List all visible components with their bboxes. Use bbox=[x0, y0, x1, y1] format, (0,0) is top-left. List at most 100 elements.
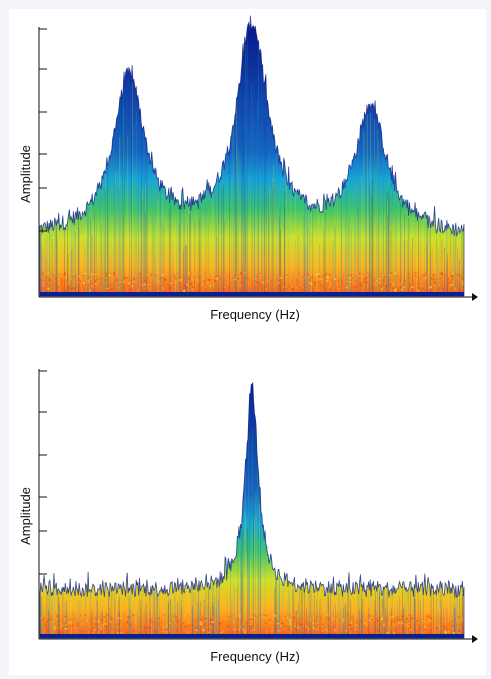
chart-1-noise-speck bbox=[278, 282, 281, 284]
chart-1-noise-speck bbox=[104, 274, 108, 277]
chart-1-noise-speck bbox=[445, 277, 447, 279]
chart-2-noise-speck bbox=[92, 624, 94, 627]
chart-2-noise-speck bbox=[342, 618, 344, 621]
chart-1-noise-speck bbox=[407, 273, 409, 275]
chart-2-noise-speck bbox=[43, 620, 46, 624]
chart-2-noise-speck bbox=[76, 623, 79, 627]
chart-1-noise-speck bbox=[201, 283, 204, 285]
chart-1-noise-speck bbox=[306, 272, 309, 275]
chart-2-noise-speck bbox=[220, 631, 222, 634]
chart-2-noise-speck bbox=[425, 620, 428, 622]
chart-1-noise-speck bbox=[451, 272, 454, 275]
chart-1-noise-speck bbox=[225, 273, 227, 275]
chart-1-noise-speck bbox=[128, 282, 130, 285]
chart-1-noise-speck bbox=[286, 274, 288, 276]
chart-2-noise-speck bbox=[70, 618, 73, 620]
chart-1-noise-speck bbox=[126, 280, 128, 282]
chart-2-noise-speck bbox=[457, 628, 459, 630]
chart-1-noise-speck bbox=[431, 272, 434, 275]
chart-2-noise-speck bbox=[71, 624, 74, 627]
chart-1-noise-speck bbox=[203, 285, 206, 286]
chart-1-noise-speck bbox=[156, 287, 159, 290]
chart-2-noise-speck bbox=[265, 631, 267, 633]
chart-1-noise-speck bbox=[392, 285, 395, 287]
chart-2-noise-speck bbox=[239, 628, 241, 631]
chart-1-noise-speck bbox=[100, 276, 103, 279]
chart-1-noise-speck bbox=[393, 282, 394, 284]
chart-2-noise-speck bbox=[275, 627, 277, 630]
chart-1-noise-speck bbox=[191, 279, 193, 281]
chart-1-noise-speck bbox=[382, 288, 385, 290]
chart-1-noise-speck bbox=[448, 280, 451, 283]
chart-2-noise-speck bbox=[336, 614, 338, 616]
chart-2-noise-speck bbox=[456, 624, 459, 626]
chart-1-noise-speck bbox=[255, 281, 258, 283]
chart-1-noise-speck bbox=[146, 277, 148, 279]
chart-2-noise-speck bbox=[256, 623, 258, 626]
chart-2-noise-speck bbox=[289, 620, 291, 623]
chart-1-noise-speck bbox=[259, 272, 261, 275]
chart-2-noise-speck bbox=[448, 630, 450, 633]
chart-2-noise-speck bbox=[318, 627, 321, 630]
chart-2-noise-speck bbox=[289, 623, 292, 625]
chart-1-noise-speck bbox=[162, 273, 164, 276]
chart-1-noise-speck bbox=[94, 272, 97, 275]
chart-1-noise-speck bbox=[449, 284, 452, 287]
chart-2-noise-speck bbox=[445, 621, 448, 623]
chart-2-noise-speck bbox=[393, 631, 395, 634]
chart-2-noise-speck bbox=[156, 626, 158, 628]
chart-1-noise-speck bbox=[460, 276, 462, 278]
chart-1-noise-speck bbox=[383, 276, 385, 278]
chart-1-noise-speck bbox=[183, 285, 186, 288]
chart-2-noise-speck bbox=[405, 617, 409, 620]
chart-2-noise-speck bbox=[370, 626, 373, 629]
chart-1-noise-speck bbox=[46, 282, 48, 284]
chart-2-noise-speck bbox=[212, 626, 214, 630]
chart-1-noise-speck bbox=[366, 272, 369, 274]
chart-2-noise-speck bbox=[299, 623, 302, 626]
chart-2-noise-speck bbox=[205, 628, 207, 631]
chart-2-noise-speck bbox=[461, 618, 463, 621]
chart-1-noise-speck bbox=[212, 287, 215, 290]
chart-2-noise-speck bbox=[180, 619, 181, 621]
chart-1-noise-speck bbox=[332, 278, 335, 280]
chart-1-noise-speck bbox=[117, 276, 120, 279]
chart-1-noise-speck bbox=[315, 289, 318, 292]
chart-2-noise-speck bbox=[270, 625, 272, 628]
chart-1-noise-speck bbox=[262, 288, 265, 290]
chart-2-noise-speck bbox=[357, 623, 359, 625]
chart-1-noise-speck bbox=[146, 287, 149, 289]
chart-1-noise-speck bbox=[179, 276, 181, 279]
chart-1-noise-speck bbox=[276, 277, 278, 279]
chart-1-noise-speck bbox=[164, 287, 168, 289]
chart-2-noise-speck bbox=[233, 628, 236, 631]
chart-1-noise-speck bbox=[334, 277, 336, 281]
chart-2-noise-speck bbox=[300, 616, 303, 619]
chart-2-noise-speck bbox=[129, 625, 132, 626]
chart-2-noise-speck bbox=[115, 614, 117, 617]
chart-2-noise-speck bbox=[444, 627, 446, 630]
chart-2-noise-speck bbox=[314, 618, 316, 621]
chart-1-noise-speck bbox=[361, 286, 363, 289]
chart-2-noise-speck bbox=[61, 624, 63, 627]
chart-2-noise-speck bbox=[228, 627, 230, 629]
chart-2-noise-speck bbox=[218, 625, 221, 627]
chart-1-noise-speck bbox=[255, 275, 258, 278]
chart-2-noise-speck bbox=[95, 628, 97, 630]
chart-2-noise-speck bbox=[65, 624, 67, 626]
chart-1-noise-speck bbox=[114, 279, 116, 282]
chart-2-noise-speck bbox=[244, 629, 246, 631]
chart-1-noise-speck bbox=[243, 272, 246, 274]
chart-2-noise-speck bbox=[98, 623, 100, 625]
chart-1-noise-speck bbox=[323, 275, 326, 277]
chart-1-noise-speck bbox=[447, 277, 449, 280]
chart-1-noise-speck bbox=[432, 274, 435, 277]
chart-1-noise-speck bbox=[97, 275, 99, 277]
chart-1-noise-speck bbox=[54, 277, 57, 280]
chart-2-noise-speck bbox=[222, 621, 224, 623]
chart-1-noise-speck bbox=[275, 286, 277, 288]
chart-1-noise-speck bbox=[384, 284, 387, 288]
chart-2-noise-speck bbox=[307, 628, 309, 631]
chart-2-noise-speck bbox=[211, 616, 213, 618]
chart-2-noise-speck bbox=[376, 619, 378, 622]
